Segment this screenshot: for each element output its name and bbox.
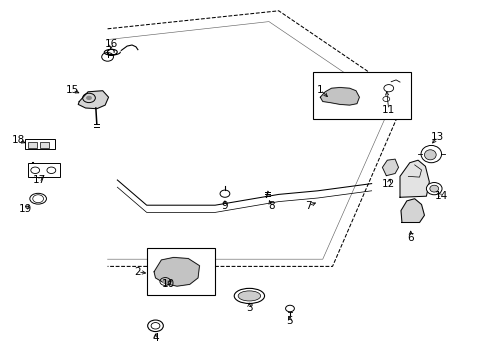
Polygon shape <box>382 159 398 176</box>
Polygon shape <box>400 199 424 222</box>
Text: 2: 2 <box>134 267 141 277</box>
Text: 4: 4 <box>152 333 159 343</box>
Text: 8: 8 <box>267 201 274 211</box>
Polygon shape <box>320 87 359 105</box>
Polygon shape <box>78 91 108 109</box>
Text: 13: 13 <box>430 132 444 142</box>
Text: 7: 7 <box>304 201 311 211</box>
Text: 15: 15 <box>65 85 79 95</box>
Text: 10: 10 <box>162 279 175 289</box>
Text: 3: 3 <box>245 303 252 313</box>
Ellipse shape <box>424 150 435 160</box>
FancyBboxPatch shape <box>28 163 60 177</box>
Text: 9: 9 <box>221 201 228 211</box>
Text: 14: 14 <box>433 191 447 201</box>
Ellipse shape <box>234 288 264 303</box>
Polygon shape <box>399 160 428 197</box>
Ellipse shape <box>429 185 438 192</box>
Text: 18: 18 <box>12 135 25 145</box>
Text: 5: 5 <box>286 316 293 326</box>
Text: 17: 17 <box>32 175 46 185</box>
Circle shape <box>86 96 92 100</box>
Circle shape <box>162 279 168 284</box>
Ellipse shape <box>426 183 441 195</box>
Text: 19: 19 <box>19 204 32 214</box>
FancyBboxPatch shape <box>28 142 37 148</box>
FancyBboxPatch shape <box>40 142 49 148</box>
Text: 11: 11 <box>381 105 395 115</box>
Ellipse shape <box>238 291 260 301</box>
Text: 16: 16 <box>104 39 118 49</box>
Text: 12: 12 <box>381 179 395 189</box>
FancyBboxPatch shape <box>25 139 55 149</box>
Ellipse shape <box>30 193 46 204</box>
FancyBboxPatch shape <box>146 248 215 295</box>
Text: 6: 6 <box>407 233 413 243</box>
FancyBboxPatch shape <box>312 72 410 119</box>
Polygon shape <box>154 257 199 286</box>
Ellipse shape <box>420 145 441 163</box>
Text: 1: 1 <box>316 85 323 95</box>
